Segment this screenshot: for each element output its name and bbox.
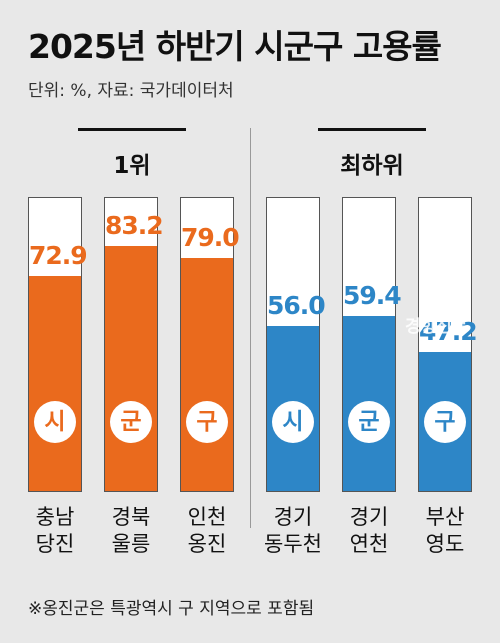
bar-badge-5: 구 [424,401,466,443]
bar-badge-3: 시 [272,401,314,443]
group-bottom-rule [318,128,426,131]
category-label-0: 충남 당진 [35,505,75,556]
category-label-3: 경기 동두천 [264,505,322,556]
bar-2: 79.0 구 [180,197,240,492]
category-label-5: 부산 영도 [425,505,465,556]
bar-4: 59.4 군 [342,197,402,492]
group-top-rule [78,128,186,131]
page-title: 2025년 하반기 시군구 고용률 [28,27,442,66]
bar-badge-2: 구 [186,401,228,443]
bar-value-label-3: 56.0 [267,290,326,320]
bar-5: 47.2 구 [418,197,478,492]
group-bottom-label: 최하위 [340,153,404,179]
bar-fill-0 [29,275,81,491]
bar-3: 56.0 시 [266,197,326,492]
category-label-4: 경기 연천 [349,505,389,556]
bar-value-label-0: 72.9 [29,240,88,270]
footnote: ※옹진군은 특광역시 구 지역으로 포함됨 [28,599,315,619]
bar-0: 72.9 시 [28,197,88,492]
watermark-text: 경향신문 [405,317,468,337]
bar-value-label-4: 59.4 [343,280,402,310]
bar-fill-1 [105,245,157,491]
unit-source-text: 단위: %, 자료: 국가데이터처 [28,81,234,101]
bar-value-label-2: 79.0 [181,222,240,252]
bar-badge-1: 군 [110,401,152,443]
group-top-label: 1위 [113,153,151,179]
bar-value-label-1: 83.2 [105,210,164,240]
category-label-2: 인천 옹진 [187,505,227,556]
bar-badge-0: 시 [34,401,76,443]
group-divider [250,128,251,528]
bar-fill-2 [181,257,233,491]
category-label-1: 경북 울릉 [111,505,151,556]
bar-1: 83.2 군 [104,197,164,492]
bar-badge-4: 군 [348,401,390,443]
bar-value-label-5: 47.2 [419,316,478,346]
